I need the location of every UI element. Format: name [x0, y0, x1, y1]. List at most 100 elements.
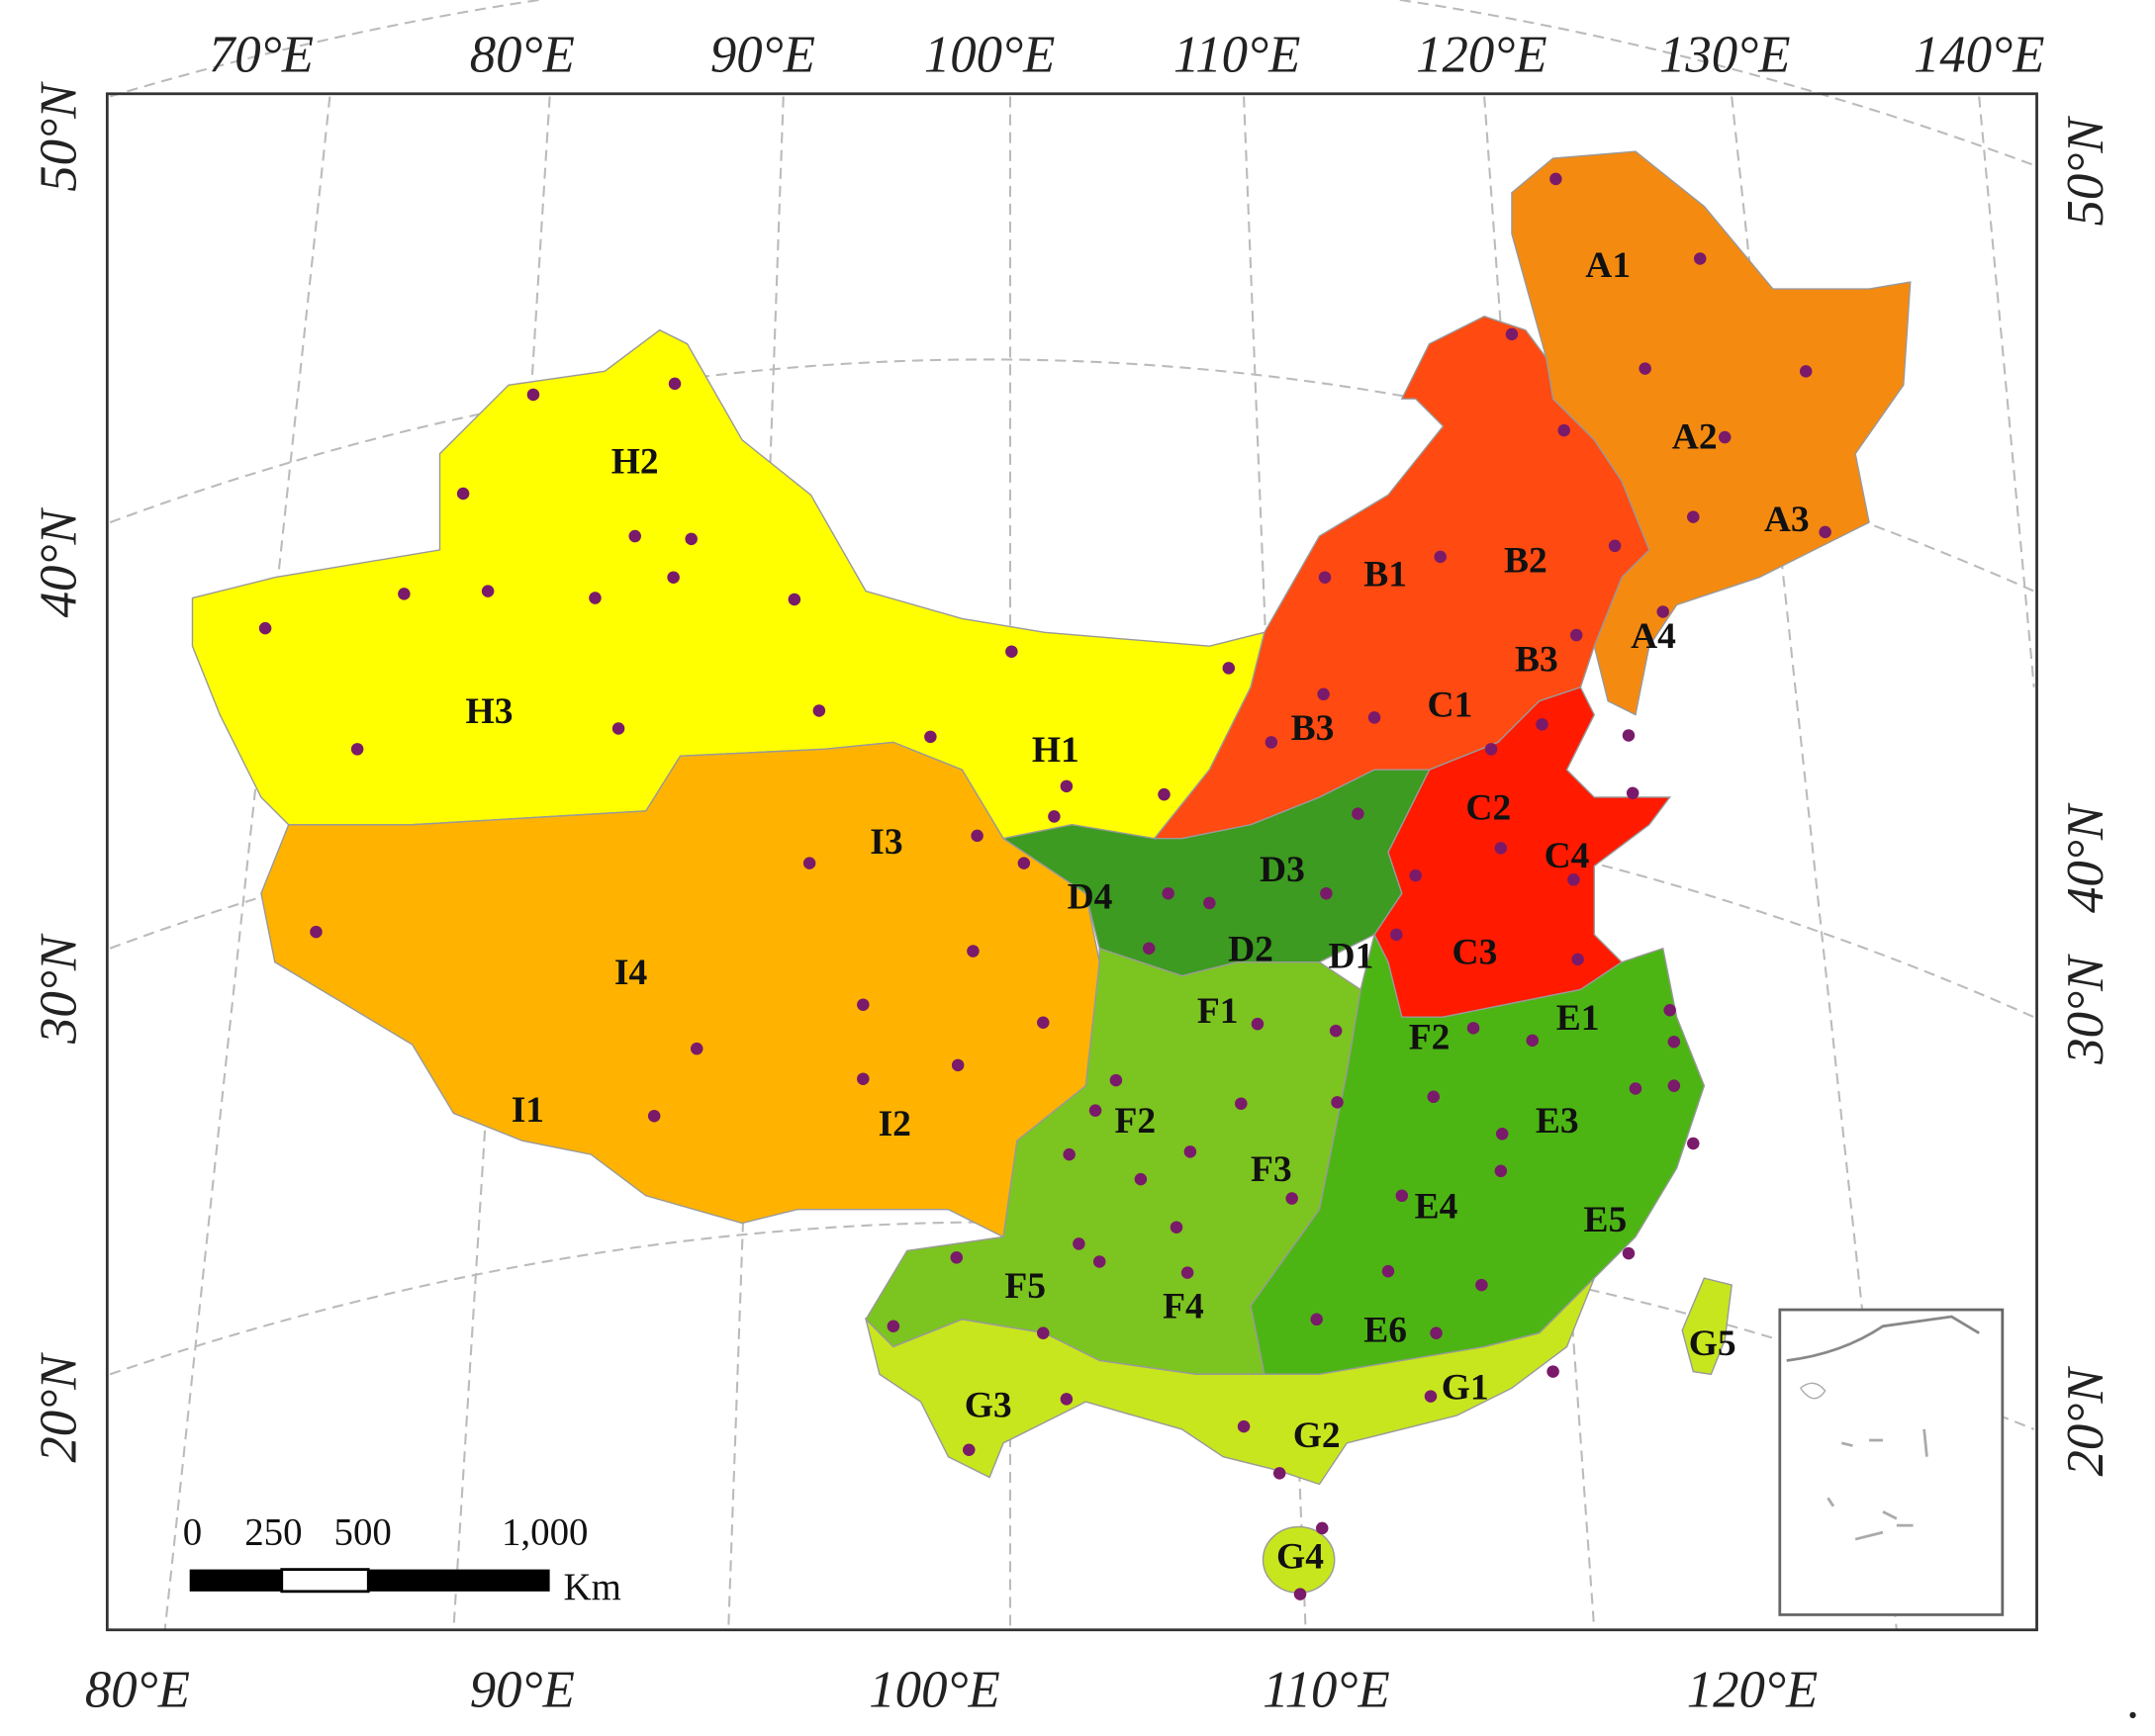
station-dot: [1505, 327, 1519, 341]
region-label: A3: [1764, 500, 1810, 540]
station-dot: [1037, 1326, 1050, 1339]
scale-tick: 1,000: [502, 1511, 588, 1554]
station-dot: [667, 571, 680, 584]
bottom-label: 100°E: [869, 1662, 999, 1719]
frame: [105, 92, 2038, 1632]
station-dot: [1536, 718, 1548, 731]
station-dot: [611, 722, 625, 735]
left-label: 20°N: [30, 1352, 87, 1463]
right-label: 50°N: [2057, 116, 2114, 227]
station-dot: [967, 945, 980, 958]
station-dot: [857, 1072, 870, 1085]
station-dot: [1310, 1313, 1323, 1326]
right-label: 30°N: [2057, 954, 2114, 1065]
station-dot: [1251, 1017, 1265, 1031]
station-dot: [1656, 605, 1669, 618]
station-dot: [1203, 896, 1216, 910]
inset: [1778, 1308, 2005, 1616]
region-label: G3: [965, 1386, 1012, 1426]
region-label: H1: [1032, 730, 1079, 771]
station-dot: [788, 593, 801, 606]
station-dot: [1170, 1221, 1183, 1233]
region-label: A2: [1672, 416, 1718, 457]
region-label: C1: [1428, 685, 1473, 725]
station-dot: [628, 529, 641, 543]
region-label: F3: [1251, 1149, 1292, 1190]
station-dot: [1409, 868, 1422, 882]
region-label: F2: [1115, 1101, 1157, 1142]
station-dot: [1293, 1588, 1307, 1600]
region-label: G5: [1689, 1324, 1736, 1364]
station-dot: [1549, 172, 1562, 186]
region-label: B3: [1515, 639, 1558, 680]
left-label: 30°N: [30, 933, 87, 1045]
region-label: F4: [1163, 1287, 1204, 1327]
bottom-label: 110°E: [1263, 1662, 1390, 1719]
region-label: I2: [879, 1104, 911, 1144]
region-label: E5: [1584, 1200, 1628, 1240]
scale-tick: 250: [244, 1511, 302, 1554]
bottom-label: 90°E: [470, 1662, 575, 1719]
region-label: E4: [1415, 1186, 1458, 1227]
station-dot: [963, 1443, 976, 1457]
bottom-label: 120°E: [1687, 1662, 1818, 1719]
station-dot: [1395, 1189, 1409, 1203]
station-dot: [1092, 1255, 1106, 1268]
top-label: 80°E: [470, 27, 575, 84]
region-label: B1: [1363, 554, 1407, 594]
region-label: H3: [466, 691, 514, 732]
station-dot: [1663, 1004, 1676, 1017]
station-dot: [1626, 786, 1640, 800]
region-label: G2: [1293, 1416, 1341, 1456]
region-label: D4: [1068, 877, 1113, 918]
station-dot: [1819, 525, 1831, 539]
station-dot: [1317, 687, 1330, 701]
station-dot: [690, 1042, 703, 1055]
region-label: D1: [1328, 936, 1373, 976]
station-dot: [1352, 807, 1364, 820]
station-dot: [1495, 1128, 1509, 1141]
station-dot: [1484, 743, 1498, 756]
region-label: F5: [1004, 1266, 1046, 1307]
left-label: 40°N: [30, 506, 87, 617]
station-dot: [1622, 729, 1636, 742]
station-dot: [951, 1058, 965, 1072]
station-dot: [1315, 1521, 1329, 1535]
left-label: 50°N: [30, 81, 87, 192]
station-dot: [1718, 430, 1732, 444]
station-dot: [1060, 779, 1074, 793]
station-dot: [812, 704, 826, 717]
station-dot: [1048, 810, 1061, 823]
station-dot: [456, 487, 470, 501]
region-label: E1: [1556, 998, 1600, 1039]
station-dot: [481, 585, 495, 597]
station-dot: [1546, 1365, 1559, 1378]
trailing-mark: .: [2127, 1673, 2140, 1730]
scale-tick: 500: [334, 1511, 392, 1554]
station-dot: [1667, 1079, 1681, 1092]
region-label: I1: [512, 1090, 544, 1131]
station-dot: [1222, 662, 1236, 675]
station-dot: [1331, 1096, 1344, 1109]
station-dot: [802, 857, 816, 869]
station-dot: [1494, 842, 1508, 855]
bottom-label: 80°E: [85, 1662, 190, 1719]
labels: 70°E 80°E 90°E 100°E 110°E 120°E 130°E 140°E 80°…: [30, 27, 2114, 1719]
station-dot: [1693, 252, 1707, 265]
station-dot: [1526, 1034, 1540, 1048]
station-dot: [1667, 1035, 1681, 1049]
station-dot: [350, 743, 364, 756]
station-dot: [1265, 736, 1278, 749]
station-dot: [950, 1251, 964, 1264]
region-label: A4: [1631, 616, 1676, 657]
station-dot: [1430, 1326, 1443, 1339]
station-dot: [1799, 365, 1813, 378]
station-dot: [1390, 928, 1403, 942]
station-dot: [310, 925, 323, 939]
scale-bar: 0 250 500 1,000 Km: [183, 1511, 621, 1609]
region-label: B3: [1291, 708, 1335, 749]
top-label: 100°E: [924, 27, 1055, 84]
station-dot: [589, 592, 602, 604]
stations: [258, 172, 1831, 1600]
